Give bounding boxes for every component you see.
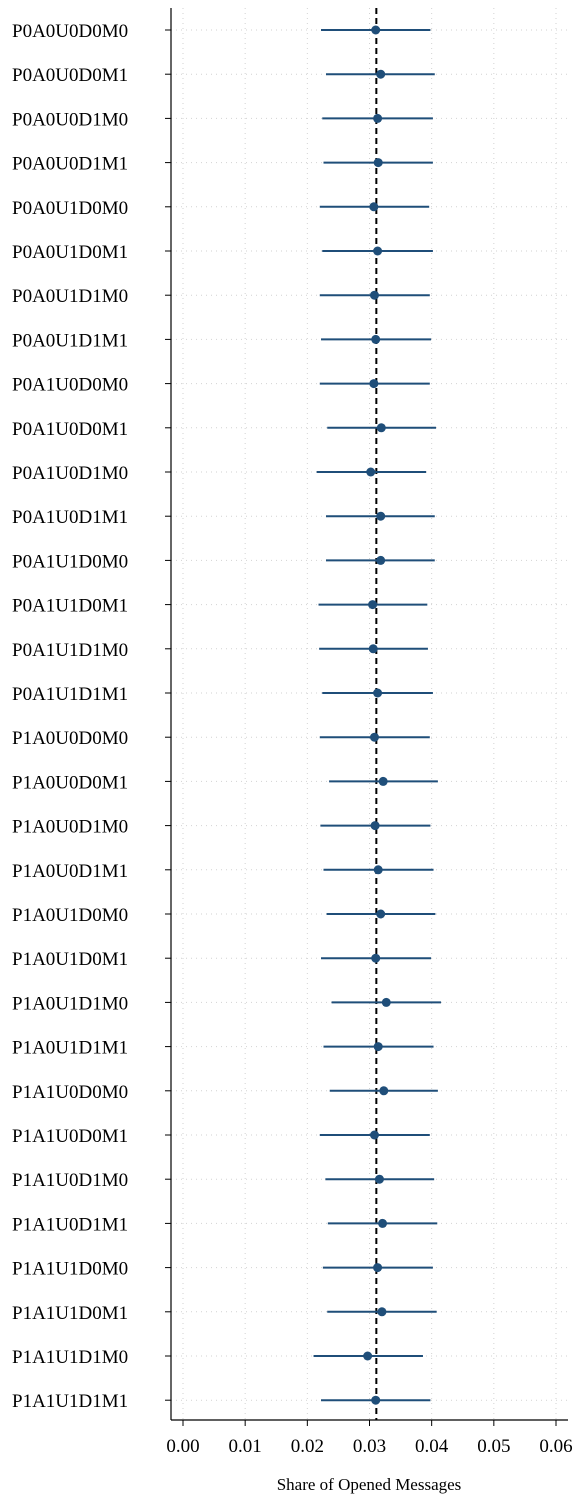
y-tick-label-25: P1A1U0D0M1 (12, 1126, 128, 1147)
point-estimate-17 (378, 776, 388, 786)
point-estimate-7 (371, 334, 381, 344)
y-tick-label-12: P0A1U1D0M0 (12, 551, 128, 572)
y-tick-label-9: P0A1U0D0M1 (12, 419, 128, 440)
point-estimate-31 (371, 1395, 381, 1405)
point-estimate-13 (368, 600, 378, 610)
point-estimate-24 (379, 1086, 389, 1096)
y-tick-label-23: P1A0U1D1M1 (12, 1038, 128, 1059)
point-estimate-12 (376, 555, 386, 565)
y-tick-label-27: P1A1U0D1M1 (12, 1214, 128, 1235)
point-estimate-16 (369, 732, 379, 742)
y-tick-label-5: P0A0U1D0M1 (12, 242, 128, 263)
x-tick-label-0: 0.00 (166, 1436, 199, 1457)
point-estimate-21 (371, 953, 381, 963)
point-estimate-26 (374, 1174, 384, 1184)
marks-layer (313, 8, 441, 1420)
x-tick-label-4: 0.04 (415, 1436, 449, 1457)
y-tick-label-19: P1A0U0D1M1 (12, 861, 128, 882)
y-tick-label-18: P1A0U0D1M0 (12, 817, 128, 838)
point-estimate-0 (371, 25, 381, 35)
x-axis-title: Share of Opened Messages (277, 1475, 462, 1494)
point-estimate-29 (377, 1307, 387, 1317)
point-estimate-19 (373, 865, 383, 875)
y-tick-label-13: P0A1U1D0M1 (12, 596, 128, 617)
point-estimate-10 (366, 467, 376, 477)
y-tick-label-6: P0A0U1D1M0 (12, 286, 128, 307)
y-tick-label-28: P1A1U1D0M0 (12, 1259, 128, 1280)
point-estimate-15 (373, 688, 383, 698)
y-tick-label-14: P0A1U1D1M0 (12, 640, 128, 661)
point-estimate-25 (369, 1130, 379, 1140)
y-tick-label-26: P1A1U0D1M0 (12, 1170, 128, 1191)
y-tick-label-8: P0A1U0D0M0 (12, 375, 128, 396)
point-estimate-22 (381, 997, 391, 1007)
y-tick-label-16: P1A0U0D0M0 (12, 728, 128, 749)
y-tick-label-31: P1A1U1D1M1 (12, 1391, 128, 1412)
y-tick-label-22: P1A0U1D1M0 (12, 993, 128, 1014)
y-tick-label-10: P0A1U0D1M0 (12, 463, 128, 484)
x-tick-label-6: 0.06 (539, 1436, 572, 1457)
x-tick-label-2: 0.02 (291, 1436, 324, 1457)
point-estimate-18 (370, 821, 380, 831)
point-estimate-3 (373, 158, 383, 168)
x-tick-label-1: 0.01 (229, 1436, 262, 1457)
point-estimate-8 (369, 379, 379, 389)
point-estimate-27 (378, 1218, 388, 1228)
point-estimate-30 (363, 1351, 373, 1361)
y-tick-label-7: P0A0U1D1M1 (12, 330, 128, 351)
point-estimate-6 (369, 290, 379, 300)
point-estimate-23 (373, 1042, 383, 1052)
x-tick-label-5: 0.05 (477, 1436, 510, 1457)
y-tick-label-11: P0A1U0D1M1 (12, 507, 128, 528)
point-estimate-20 (376, 909, 386, 919)
y-tick-label-29: P1A1U1D0M1 (12, 1303, 128, 1324)
point-estimate-28 (373, 1263, 383, 1273)
point-estimate-4 (369, 202, 379, 212)
point-estimate-14 (368, 644, 378, 654)
point-estimate-1 (376, 69, 386, 79)
y-tick-label-3: P0A0U0D1M1 (12, 154, 128, 175)
y-tick-label-20: P1A0U1D0M0 (12, 905, 128, 926)
y-tick-label-24: P1A1U0D0M0 (12, 1082, 128, 1103)
point-estimate-2 (373, 113, 383, 123)
point-estimate-9 (376, 423, 386, 433)
y-tick-label-21: P1A0U1D0M1 (12, 949, 128, 970)
y-tick-label-4: P0A0U1D0M0 (12, 198, 128, 219)
point-estimate-5 (373, 246, 383, 256)
y-tick-label-17: P1A0U0D0M1 (12, 772, 128, 793)
point-estimate-11 (376, 511, 386, 521)
y-tick-label-15: P0A1U1D1M1 (12, 684, 128, 705)
x-tick-label-3: 0.03 (353, 1436, 386, 1457)
grid-layer (171, 8, 568, 1420)
y-tick-label-0: P0A0U0D0M0 (12, 21, 128, 42)
y-tick-label-1: P0A0U0D0M1 (12, 65, 128, 86)
axes-layer (165, 8, 568, 1426)
y-tick-label-30: P1A1U1D1M0 (12, 1347, 128, 1368)
y-tick-label-2: P0A0U0D1M0 (12, 109, 128, 130)
labels-layer: 0.00 0.01 0.02 0.03 0.04 0.05 0.06 P0A0U0D0M0 P0… (12, 21, 573, 1457)
